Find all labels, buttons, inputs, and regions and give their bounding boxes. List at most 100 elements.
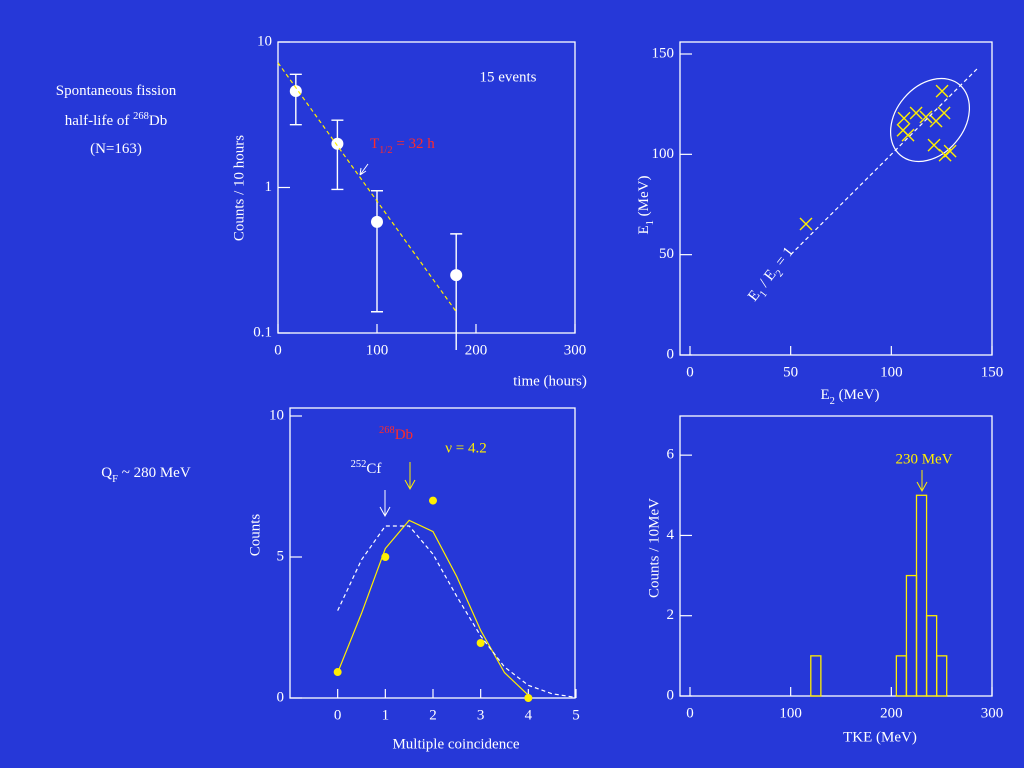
x-tick-label: 4 <box>525 707 533 723</box>
y-tick-label: 0 <box>277 689 285 705</box>
text-part: = 32 h <box>393 136 436 152</box>
plot-frame <box>679 41 993 356</box>
x-tick-label: 300 <box>564 342 587 358</box>
x-tick-label: 0 <box>334 707 342 723</box>
side-title: (N=163) <box>90 141 142 157</box>
text-part: E <box>636 225 652 234</box>
x-tick-label: 3 <box>477 707 485 723</box>
db-arrow <box>404 462 416 491</box>
annotation: 230 MeV <box>895 451 952 467</box>
text-part: (MeV) <box>835 387 880 403</box>
y-tick-label: 4 <box>667 527 675 543</box>
text-part: Db <box>149 113 167 129</box>
annotation: 15 events <box>479 69 536 85</box>
x-tick-label: 0 <box>274 342 282 358</box>
y-tick-label: 1 <box>265 179 273 195</box>
annotation: E1 / E2 = 1 <box>746 245 801 307</box>
text-part: 252 <box>351 459 367 470</box>
side-title: Spontaneous fission <box>56 83 177 99</box>
text-part: T <box>370 136 379 152</box>
y-axis-label: Counts / 10MeV <box>646 498 662 598</box>
point <box>937 106 951 120</box>
y-tick-label: 0.1 <box>253 324 272 340</box>
text-part: 1 <box>758 289 770 300</box>
y-tick-label: 50 <box>659 246 674 262</box>
text-part: Spontaneous fission <box>56 83 177 99</box>
x-tick-label: 0 <box>686 705 694 721</box>
x-tick-label: 100 <box>779 705 802 721</box>
y-axis-label: Counts / 10 hours <box>231 135 247 241</box>
cf-arrow <box>379 490 391 518</box>
cluster-ellipse <box>889 77 971 163</box>
x-axis-label: time (hours) <box>513 373 587 389</box>
y-axis-label: E1 (MeV) <box>636 176 655 235</box>
point <box>524 694 533 702</box>
error-bar <box>450 233 463 350</box>
point <box>429 496 437 505</box>
histogram-bar <box>915 494 928 697</box>
fit-line <box>790 67 979 256</box>
text-part: half-life of <box>65 113 133 129</box>
x-tick-label: 150 <box>981 364 1004 380</box>
x-axis-label: E2 (MeV) <box>821 387 880 406</box>
q-value: QF ~ 280 MeV <box>101 465 191 484</box>
x-tick-label: 100 <box>880 364 903 380</box>
point <box>943 144 957 158</box>
fit-line <box>337 525 577 699</box>
point <box>476 639 485 648</box>
text-part: ~ 280 MeV <box>118 465 191 481</box>
text-part: 1 <box>645 220 656 225</box>
y-tick-label: 100 <box>652 146 675 162</box>
side-title: half-life of 268Db <box>65 111 167 130</box>
x-tick-label: 100 <box>366 342 389 358</box>
plot-frame <box>679 415 993 697</box>
error-bar <box>289 73 302 126</box>
y-tick-label: 0 <box>667 346 675 362</box>
x-tick-label: 50 <box>783 364 798 380</box>
text-part: Db <box>395 427 413 443</box>
point <box>331 137 344 150</box>
text-part: 268 <box>133 111 149 122</box>
text-part: (N=163) <box>90 141 142 157</box>
error-bar <box>331 119 344 191</box>
point <box>896 123 910 137</box>
annotation: T1/2 = 32 h <box>370 136 435 155</box>
y-axis-label: Counts <box>247 514 263 557</box>
point <box>927 138 941 152</box>
point <box>371 215 383 228</box>
text-part: 2 <box>830 396 835 407</box>
text-part: 268 <box>379 425 395 436</box>
y-tick-label: 150 <box>652 45 675 61</box>
annotation: 268Db <box>379 425 413 444</box>
x-tick-label: 200 <box>465 342 488 358</box>
y-tick-label: 2 <box>667 607 675 623</box>
histogram-bar <box>810 655 822 697</box>
y-tick-label: 5 <box>277 548 285 564</box>
histogram-bar <box>935 655 948 697</box>
text-part: E <box>821 387 830 403</box>
point <box>289 85 302 98</box>
pointer-arrow <box>359 163 369 176</box>
fit-line <box>337 519 529 696</box>
text-part: 1/2 <box>379 145 392 156</box>
text-part: Q <box>101 465 112 481</box>
y-tick-label: 6 <box>667 447 675 463</box>
point <box>799 217 813 231</box>
point <box>909 106 923 120</box>
y-tick-label: 10 <box>269 407 284 423</box>
point <box>450 269 463 282</box>
error-bar <box>371 190 383 313</box>
x-axis-label: TKE (MeV) <box>843 729 917 745</box>
peak-arrow <box>916 470 928 493</box>
y-tick-label: 0 <box>667 687 675 703</box>
point <box>897 111 911 125</box>
text-part: F <box>112 474 118 485</box>
x-tick-label: 1 <box>382 707 390 723</box>
text-part: Cf <box>366 461 381 477</box>
x-tick-label: 200 <box>880 705 903 721</box>
x-tick-label: 2 <box>429 707 437 723</box>
x-tick-label: 300 <box>981 705 1004 721</box>
annotation: 252Cf <box>351 459 382 478</box>
